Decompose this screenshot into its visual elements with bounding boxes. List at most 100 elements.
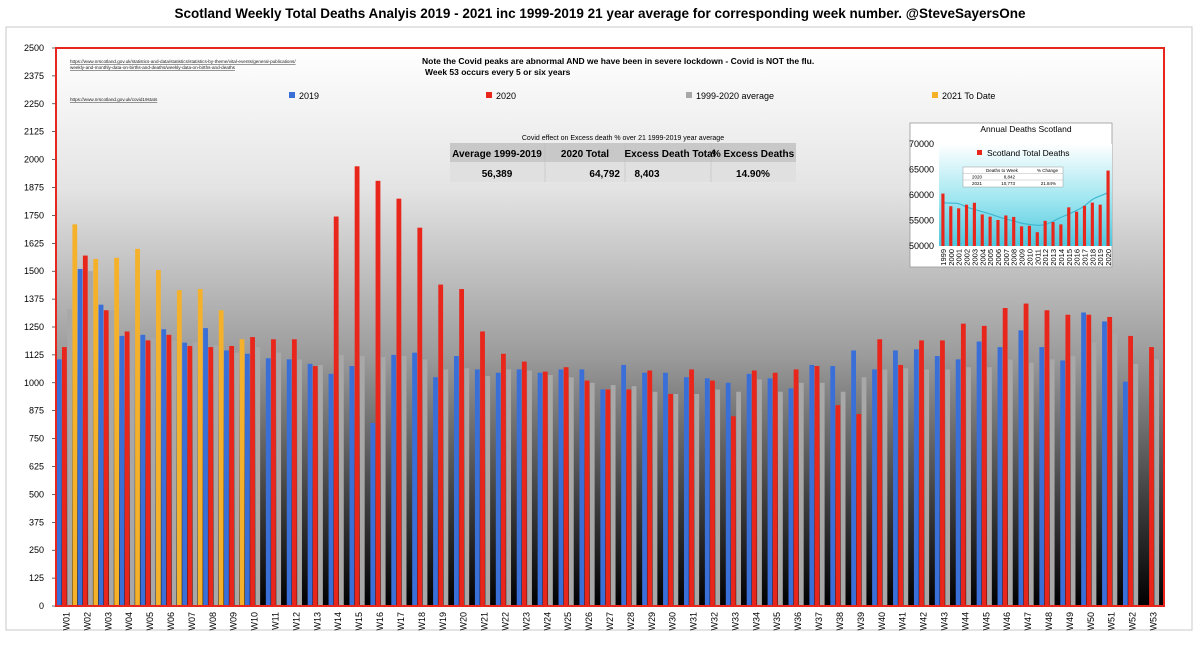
bar-average [67, 309, 72, 606]
bar-2019 [1039, 347, 1045, 606]
legend-label-average: 1999-2020 average [696, 91, 774, 101]
bar-2020 [1065, 314, 1071, 606]
x-tick-label: W25 [563, 612, 573, 631]
x-tick-label: W06 [166, 612, 176, 631]
bar-2019 [161, 329, 167, 606]
inset-bar [1035, 232, 1039, 246]
x-axis: W01 W02 W03 W04 W05 W06 W07 W08 W09 W10 W11 W12 W13 W… [61, 612, 1158, 631]
bar-average [338, 354, 344, 606]
inset-bar [972, 202, 976, 246]
x-tick-label: W52 [1128, 612, 1138, 631]
inset-x-tick-label: 2004 [978, 249, 987, 266]
bar-average [631, 386, 637, 606]
source-link-2[interactable]: weekly-and-monthly-data-on-births-and-de… [70, 65, 236, 70]
inset-bar [1019, 226, 1024, 246]
bar-2020 [647, 370, 653, 606]
bar-2020 [940, 340, 945, 606]
x-tick-label: W03 [103, 612, 113, 631]
bar-average [966, 367, 971, 606]
bar-2020 [1044, 310, 1050, 606]
inset-bar [1051, 222, 1055, 246]
inset-legend-swatch [977, 150, 982, 155]
inset-y-tick-label: 55000 [909, 216, 934, 226]
bar-2020 [82, 255, 88, 607]
bar-average [568, 377, 574, 606]
inset-bar [1043, 220, 1047, 246]
mini-row2-change: 21.84% [1041, 181, 1056, 186]
bar-average [527, 370, 532, 606]
note-week53: Week 53 occurs every 5 or six years [425, 67, 571, 77]
x-tick-label: W14 [333, 612, 343, 631]
bar-average [255, 347, 261, 606]
x-tick-label: W18 [417, 612, 427, 631]
bar-2019 [642, 372, 647, 606]
bar-2020 [772, 372, 778, 606]
excess-value-percent: 14.90% [736, 169, 770, 180]
x-tick-label: W44 [960, 612, 970, 631]
bar-average [234, 352, 240, 606]
mini-row1-year: 2020 [972, 175, 983, 180]
bar-average [715, 389, 721, 606]
bar-average [485, 376, 491, 606]
bar-2020 [271, 339, 276, 606]
bar-average [401, 356, 407, 606]
bar-2020 [521, 361, 527, 606]
bar-2019 [516, 369, 522, 606]
inset-y-tick-label: 65000 [909, 165, 934, 175]
bar-2020 [480, 331, 485, 606]
legend-label-2020: 2020 [496, 91, 516, 101]
bar-2019 [1102, 321, 1107, 606]
y-tick-label: 1250 [24, 322, 44, 332]
bar-average [736, 391, 741, 606]
y-tick-label: 500 [29, 489, 44, 499]
bar-2020 [1107, 316, 1113, 606]
bar-2021 [218, 310, 224, 606]
inset-x-tick-label: 2001 [955, 249, 964, 266]
source-link-3[interactable]: https://www.nrscotland.gov.uk/covid19sta… [70, 97, 158, 102]
bar-2020 [354, 166, 360, 606]
x-tick-label: W09 [229, 612, 239, 631]
bar-2020 [793, 369, 799, 606]
bar-average [903, 368, 909, 606]
x-tick-label: W07 [187, 612, 197, 631]
x-tick-label: W49 [1065, 612, 1075, 631]
x-tick-label: W47 [1023, 612, 1033, 631]
bar-average [506, 369, 512, 606]
inset-x-tick-label: 2017 [1080, 249, 1089, 266]
bar-average [945, 369, 951, 606]
mini-header-change: % Change [1037, 168, 1059, 173]
inset-x-tick-label: 2005 [986, 249, 995, 266]
bar-2019 [809, 364, 815, 606]
bar-average [1154, 359, 1160, 606]
bar-2020 [689, 369, 694, 606]
x-tick-label: W43 [939, 612, 949, 631]
bar-2019 [370, 422, 376, 606]
x-tick-label: W46 [1002, 612, 1012, 631]
y-axis: 0 125 250 375 500 625 750 875 1000 1125 1250 1375 15… [24, 43, 56, 611]
bar-2020 [605, 389, 611, 606]
inset-x-tick-label: 2015 [1065, 249, 1074, 266]
x-tick-label: W30 [668, 612, 678, 631]
bar-2019 [140, 334, 146, 606]
y-tick-label: 1000 [24, 378, 44, 388]
x-tick-label: W11 [271, 612, 281, 630]
inset-x-tick-label: 2010 [1025, 249, 1034, 266]
bar-2019 [976, 341, 982, 606]
inset-bar [957, 208, 961, 246]
bar-2020 [333, 216, 339, 607]
inset-x-tick-label: 2002 [963, 249, 972, 266]
legend-swatch-average [686, 92, 692, 98]
x-tick-label: W01 [61, 612, 71, 631]
bar-2020 [103, 310, 109, 606]
bar-2019 [286, 359, 292, 606]
source-link-1[interactable]: https://www.nrscotland.gov.uk/statistics… [70, 59, 296, 64]
x-tick-label: W16 [375, 612, 385, 631]
bar-2019 [893, 350, 898, 606]
bar-2020 [166, 334, 172, 606]
bar-2020 [1002, 308, 1008, 606]
x-tick-label: W34 [751, 612, 761, 631]
inset-bar [1090, 202, 1094, 246]
bars-group [56, 166, 1160, 607]
bar-2020 [626, 389, 632, 606]
y-tick-label: 1375 [24, 294, 44, 304]
